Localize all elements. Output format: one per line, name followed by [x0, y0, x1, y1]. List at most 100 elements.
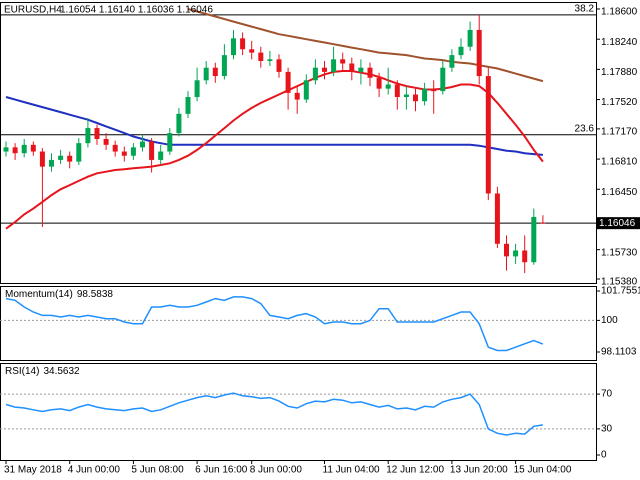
x-tick-label: 31 May 2018 [4, 465, 62, 476]
indicator-line [187, 8, 544, 83]
candle-body [294, 92, 300, 100]
y-tick-label: 1.16810 [601, 157, 638, 168]
candle-body [531, 216, 537, 263]
candle-body [3, 147, 9, 152]
candle-body [358, 67, 364, 72]
candle-body [58, 155, 64, 160]
candle-body [12, 147, 18, 154]
candle-body [458, 46, 464, 56]
candle-body [140, 141, 145, 148]
candle-body [422, 88, 428, 102]
candle-body [349, 63, 355, 72]
candle-body [312, 67, 318, 81]
y-tick-label: 101.7551 [601, 286, 640, 297]
last-price-label: 1.16046 [599, 218, 636, 229]
candle-body [485, 76, 491, 194]
candle-body [322, 67, 327, 72]
candle-body [494, 193, 500, 244]
candle-body [203, 67, 209, 81]
y-tick-label: 1.17170 [601, 127, 638, 138]
candle-body [130, 147, 136, 156]
y-tick-label: 1.17520 [601, 97, 638, 108]
y-tick-label: 1.18600 [601, 7, 638, 18]
candle-body [440, 67, 446, 92]
candle-body [176, 113, 182, 134]
labels: 1.18600 1.18240 1.17880 1.17520 1.17170 1.168… [4, 4, 640, 476]
indicator-name: Momentum(14) [5, 289, 73, 300]
y-tick-label: 0 [601, 450, 607, 461]
y-tick-label: 98.1103 [601, 347, 637, 358]
candle-body [21, 144, 27, 154]
candle-body [276, 59, 282, 72]
candle-body [267, 59, 273, 61]
indicator-title: Momentum(14) 98.5838 [5, 289, 113, 300]
candle-body [85, 128, 91, 144]
candle-body [331, 59, 337, 72]
rsi-panel [0, 363, 597, 461]
x-tick-label: 11 Jun 04:00 [323, 465, 381, 476]
candle-body [303, 80, 309, 100]
candle-body [285, 71, 291, 93]
y-tick-label: 30 [601, 424, 613, 435]
candle-body [149, 141, 155, 160]
candle-body [504, 243, 509, 257]
indicator-title: RSI(14) 34.5632 [5, 366, 80, 377]
candle-body [67, 155, 73, 162]
fibo-label: 23.6 [575, 123, 595, 134]
candle-body [194, 80, 200, 98]
candle-body [167, 133, 173, 152]
candle-body [212, 67, 218, 77]
y-tick-label: 1.17880 [601, 67, 638, 78]
candle-body [449, 55, 455, 68]
y-tick-label: 100 [601, 315, 618, 326]
candle-body [158, 151, 164, 160]
indicator-line [5, 96, 543, 156]
candle-body [185, 97, 191, 114]
y-tick-label: 1.16450 [601, 187, 638, 198]
candle-body [413, 94, 418, 102]
candle-body [30, 144, 36, 152]
x-tick-label: 15 Jun 04:00 [514, 465, 572, 476]
x-tick-label: 13 Jun 20:00 [450, 465, 508, 476]
candle-body [394, 84, 400, 98]
candle-body [76, 143, 82, 162]
candle-body [49, 159, 54, 167]
candle-body [112, 144, 118, 152]
momentum-panel [0, 286, 597, 361]
main-plot [0, 8, 596, 274]
candle-body [403, 94, 409, 98]
candle-body [522, 250, 528, 263]
y-tick-label: 1.15380 [601, 277, 638, 288]
candle-body [513, 250, 519, 257]
y-tick-label: 1.15730 [601, 247, 638, 258]
candle-body [476, 29, 482, 77]
candle-body [258, 52, 264, 61]
fibo-label: 38.2 [575, 4, 595, 15]
candle-body [94, 128, 100, 139]
candle-body [103, 138, 109, 145]
candle-body [249, 49, 255, 53]
indicator-line [5, 296, 544, 352]
x-tick-label: 4 Jun 00:00 [68, 465, 121, 476]
y-tick-label: 70 [601, 389, 613, 400]
candle-body [431, 88, 437, 92]
indicator-value: 98.5838 [77, 289, 114, 300]
y-tick-label: 1.18240 [601, 37, 638, 48]
x-tick-label: 5 Jun 08:00 [131, 465, 184, 476]
candle-body [340, 59, 346, 64]
candle-body [385, 84, 391, 89]
rsi-plot [0, 392, 596, 436]
indicator-line [5, 392, 544, 436]
candle-body [540, 222, 546, 224]
candle-body [39, 151, 45, 167]
main-panel [0, 2, 597, 284]
indicator-value: 34.5632 [43, 366, 80, 377]
indicator-line [5, 70, 544, 230]
candle-body [231, 38, 236, 56]
chart-title: EURUSD,H4 [4, 5, 62, 16]
candle-body [121, 151, 127, 156]
candle-body [376, 77, 382, 89]
